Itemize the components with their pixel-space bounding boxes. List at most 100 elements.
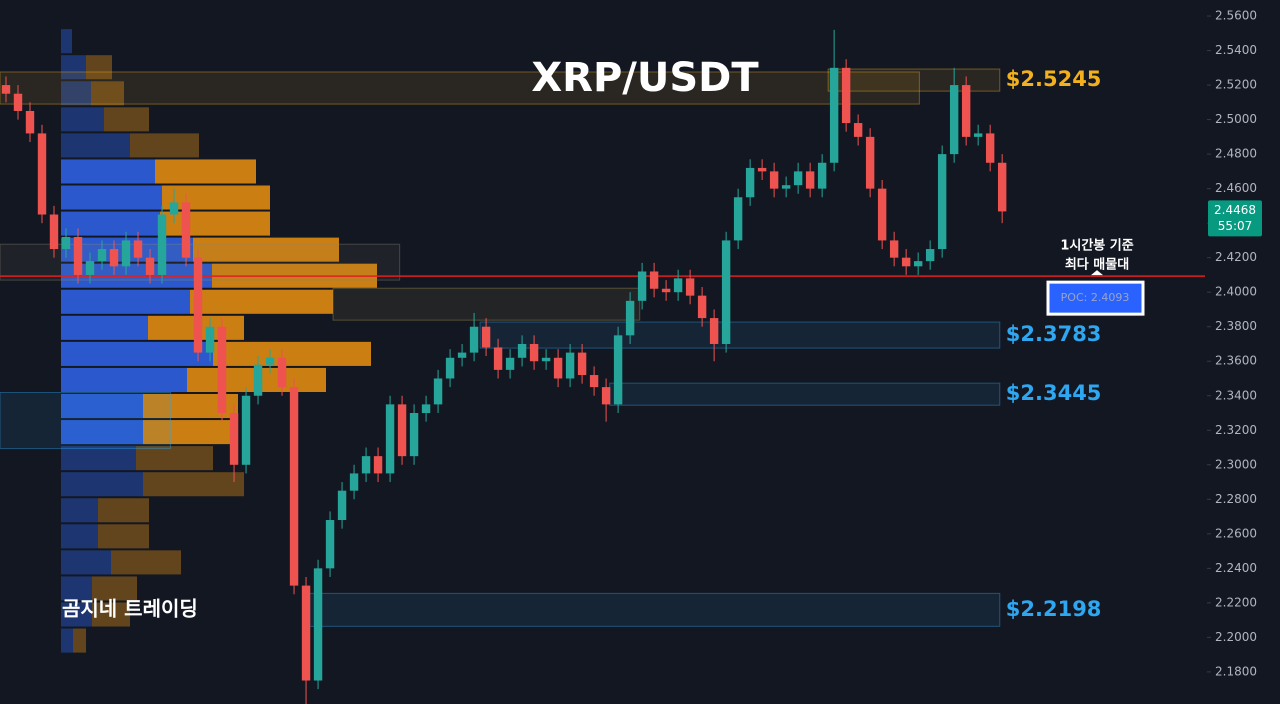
profile-buy-bar [61,420,143,445]
profile-sell-bar [98,498,149,523]
y-tick-label: 2.2000 [1215,630,1257,644]
profile-buy-bar [61,498,98,523]
y-tick-label: 2.2800 [1215,492,1257,506]
candle-body [685,278,695,296]
candle-body [109,249,119,267]
candle-body [277,357,287,388]
profile-buy-bar [61,576,92,601]
candle-body [613,335,623,405]
profile-buy-bar [61,524,98,549]
zone-label: $2.2198 [1006,597,1102,621]
zone [479,321,1001,349]
candle-body [325,520,335,569]
y-tick-label: 2.2600 [1215,526,1257,540]
y-tick-label: 2.3800 [1215,319,1257,333]
candle-body [409,413,419,457]
candle-body [385,404,395,474]
poc-box [1046,280,1145,316]
profile-buy-bar [61,550,111,575]
candle-body [565,352,575,379]
zone [0,391,171,450]
candle-body [865,136,875,189]
profile-sell-bar [143,420,230,445]
candle-body [97,249,107,262]
candle-body [817,162,827,189]
candle-body [529,343,539,362]
candle-body [1,85,11,94]
candle-body [961,85,971,137]
candle-body [457,352,467,358]
profile-sell-bar [92,602,130,627]
y-tick-label: 2.3400 [1215,388,1257,402]
candle-body [469,326,479,353]
candle-body [133,240,143,258]
candle-body [265,357,275,365]
candle-body [889,240,899,258]
profile-sell-bar [193,237,339,262]
candle-body [145,257,155,275]
profile-buy-bar [61,133,130,158]
candle-body [349,473,359,491]
candle-body [397,404,407,457]
y-tick-label: 2.5600 [1215,9,1257,23]
candle-body [37,133,47,215]
candle-body [733,197,743,241]
candle-body [253,364,263,396]
candle-body [649,271,659,289]
candle-body [181,202,191,258]
candle-body [169,202,179,215]
candle-body [925,249,935,262]
y-tick-label: 2.1800 [1215,664,1257,678]
profile-buy-bar [61,55,86,80]
profile-buy-bar [61,628,73,653]
profile-buy-bar [61,107,104,132]
candle-body [601,387,611,405]
candle-body [73,236,83,275]
candle-body [637,271,647,301]
profile-sell-bar [162,185,270,210]
candle-body [553,357,563,379]
profile-buy-bar [61,602,92,627]
candle-body [673,278,683,293]
price-tag-countdown: 55:07 [1218,219,1253,233]
candle-body [193,257,203,353]
profile-buy-bar [61,29,72,54]
profile-buy-bar [61,315,148,340]
candle-body [61,236,71,250]
candle-body [361,456,371,474]
candle-body [997,162,1007,212]
profile-sell-bar [111,550,181,575]
candle-body [589,375,599,388]
profile-sell-bar [160,211,270,236]
chart-title: XRP/USDT [531,55,759,101]
candle-body [829,67,839,163]
y-tick-label: 2.2400 [1215,561,1257,575]
zone-label: $2.5245 [1006,67,1102,91]
candle-body [793,171,803,186]
candle-body [433,378,443,405]
candle-body [373,456,383,474]
profile-buy-bar [61,81,91,106]
candle-body [13,93,23,111]
candle-body [937,154,947,250]
candle-body [841,67,851,124]
candle-body [769,171,779,189]
candle-body [157,214,167,275]
profile-buy-bar [61,211,160,236]
y-tick-label: 2.4600 [1215,181,1257,195]
profile-sell-bar [91,81,124,106]
profile-sell-bar [130,133,199,158]
candle-body [85,261,95,275]
candle-body [337,490,347,521]
profile-buy-bar [61,159,155,184]
profile-sell-bar [136,446,213,471]
zone [0,71,920,105]
profile-sell-bar [104,107,149,132]
poc-note: 1시간봉 기준 [1060,238,1133,254]
candle-body [877,188,887,241]
candle-body [241,395,251,465]
candle-body [313,568,323,681]
candle-body [853,123,863,137]
y-tick-label: 2.3200 [1215,423,1257,437]
zone-label: $2.3445 [1006,381,1102,405]
